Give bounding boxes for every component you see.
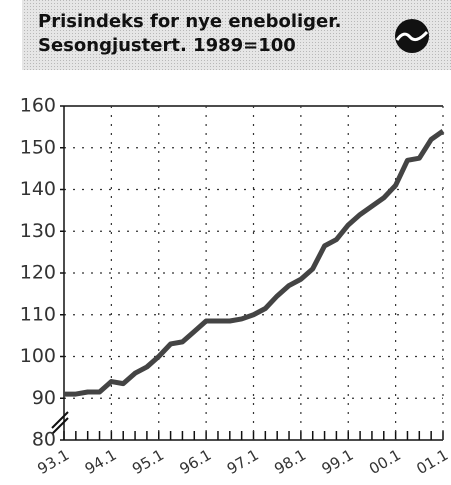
x-tick-label: 99.1 bbox=[319, 446, 357, 478]
chart-title: Prisindeks for nye eneboliger. bbox=[38, 11, 341, 32]
x-tick-label: 94.1 bbox=[82, 446, 120, 478]
y-tick-label: 90 bbox=[32, 387, 56, 409]
y-tick-label: 150 bbox=[20, 136, 56, 158]
x-tick-label: 98.1 bbox=[271, 446, 309, 478]
y-tick-label: 110 bbox=[20, 303, 56, 325]
x-tick-label: 95.1 bbox=[129, 446, 167, 478]
x-tick-label: 93.1 bbox=[34, 446, 72, 478]
y-tick-label: 80 bbox=[32, 429, 56, 451]
x-tick-label: 01.1 bbox=[413, 446, 451, 478]
y-tick-label: 160 bbox=[20, 95, 56, 117]
x-tick-label: 96.1 bbox=[176, 446, 214, 478]
x-tick-label: 97.1 bbox=[224, 446, 262, 478]
logo bbox=[395, 19, 429, 53]
header-background bbox=[22, 0, 451, 70]
y-tick-label: 140 bbox=[20, 178, 56, 200]
data-line bbox=[64, 129, 445, 397]
y-tick-label: 100 bbox=[20, 345, 56, 367]
chart-subtitle: Sesongjustert. 1989=100 bbox=[38, 35, 296, 56]
y-tick-label: 120 bbox=[20, 262, 56, 284]
axis-break bbox=[51, 411, 69, 435]
x-tick-label: 00.1 bbox=[366, 446, 404, 478]
y-tick-label: 130 bbox=[20, 220, 56, 242]
